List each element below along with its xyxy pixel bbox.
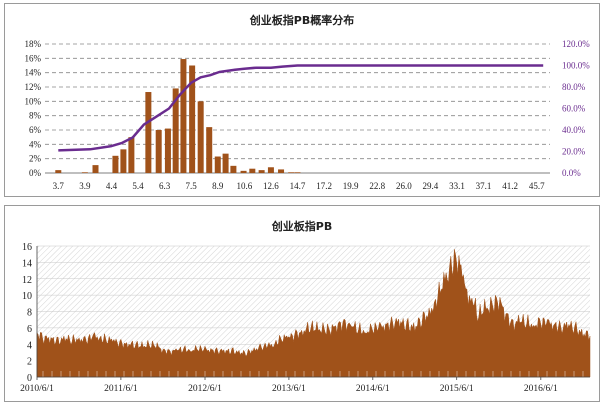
y-tick-label: 10 (22, 291, 32, 302)
y-tick-label: 14 (22, 258, 32, 269)
distribution-bar (206, 127, 213, 173)
x-tick-label: 29.4 (423, 181, 439, 191)
x-tick-label: 2012/6/1 (188, 384, 222, 394)
distribution-bar (81, 172, 88, 173)
y-left-tick-label: 6% (29, 125, 42, 135)
pb-distribution-plot: 0% 2% 4% 6% 8% 10% 12% 14% 16% 18% 0.0% 20.0% 40.0% 6… (25, 39, 591, 191)
y-tick-label: 0 (27, 373, 32, 384)
distribution-bar (258, 170, 265, 173)
y-tick-label: 8 (27, 308, 32, 319)
x-tick-label: 2015/6/1 (440, 384, 474, 394)
y-left-tick-label: 16% (25, 53, 42, 63)
y-right-tick-label: 60.0% (562, 104, 586, 114)
x-tick-label: 3.7 (53, 181, 65, 191)
distribution-bar (155, 130, 162, 173)
distribution-bar (197, 101, 204, 173)
y-left-tick-label: 18% (25, 39, 42, 49)
x-tick-label: 41.2 (502, 181, 518, 191)
distribution-bar (128, 137, 135, 173)
y-left-tick-label: 0% (29, 168, 42, 178)
y-left-tick-label: 4% (29, 139, 42, 149)
pb-distribution-chart: 创业板指PB概率分布 0% 2% 4% 6% 8% 10% 12% 14% 16% 18% 0.0%… (4, 3, 600, 197)
distribution-bar (267, 167, 274, 173)
x-tick-label: 10.6 (236, 181, 252, 191)
distribution-bar (222, 153, 229, 173)
x-tick-label: 6.3 (159, 181, 171, 191)
cumulative-line (58, 64, 544, 152)
pb-timeseries-chart: 创业板指PB 0 2 4 6 8 10 12 14 16 2010/6/1 2011/6/1 2012… (4, 205, 600, 402)
distribution-bar (164, 128, 171, 173)
y-left-tick-label: 12% (25, 82, 42, 92)
distribution-bar (249, 168, 256, 173)
x-tick-label: 22.8 (369, 181, 385, 191)
x-tick-label: 2013/6/1 (272, 384, 306, 394)
distribution-bar (294, 172, 301, 173)
x-tick-label: 19.9 (343, 181, 359, 191)
distribution-bar (112, 155, 119, 173)
distribution-bar (230, 165, 237, 173)
y-tick-label: 6 (27, 324, 32, 335)
y-right-tick-label: 80.0% (562, 82, 586, 92)
y-left-tick-label: 2% (29, 154, 42, 164)
distribution-bar (278, 169, 285, 173)
y-right-tick-label: 100.0% (562, 61, 590, 71)
y-right-tick-label: 20.0% (562, 147, 586, 157)
x-tick-label: 3.9 (79, 181, 91, 191)
distribution-bar (145, 92, 152, 173)
chart-title: 创业板指PB (271, 220, 333, 233)
x-tick-label: 45.7 (529, 181, 545, 191)
pb-area-series (36, 249, 591, 378)
y-right-tick-label: 120.0% (562, 39, 590, 49)
x-tick-label: 5.4 (132, 181, 144, 191)
x-tick-label: 14.7 (290, 181, 306, 191)
distribution-bar (172, 88, 179, 173)
y-left-tick-label: 8% (29, 111, 42, 121)
x-tick-label: 2011/6/1 (104, 384, 138, 394)
y-left-tick-label: 10% (25, 96, 42, 106)
x-tick-label: 17.2 (316, 181, 332, 191)
x-tick-label: 7.5 (186, 181, 198, 191)
y-tick-label: 2 (27, 357, 32, 368)
distribution-bar (180, 59, 187, 173)
x-tick-label: 33.1 (449, 181, 465, 191)
x-tick-label: 2014/6/1 (356, 384, 390, 394)
y-tick-label: 4 (27, 340, 32, 351)
x-tick-label: 2010/6/1 (20, 384, 54, 394)
x-tick-label: 2016/6/1 (524, 384, 558, 394)
distribution-bar (92, 165, 99, 173)
distribution-bar (55, 170, 62, 173)
y-right-tick-label: 40.0% (562, 125, 586, 135)
distribution-bar (120, 149, 127, 173)
distribution-bar (189, 65, 196, 173)
y-tick-label: 12 (22, 275, 32, 286)
y-right-tick-label: 0.0% (562, 168, 581, 178)
y-left-tick-label: 14% (25, 68, 42, 78)
y-tick-label: 16 (22, 242, 32, 253)
x-tick-label: 4.4 (106, 181, 118, 191)
x-tick-label: 37.1 (476, 181, 492, 191)
chart-title: 创业板指PB概率分布 (249, 14, 355, 27)
pb-timeseries-plot: 0 2 4 6 8 10 12 14 16 2010/6/1 2011/6/1 2012/6/1 201… (20, 242, 591, 394)
distribution-bar (288, 172, 295, 173)
x-tick-label: 26.0 (396, 181, 412, 191)
distribution-bar (240, 170, 247, 173)
distribution-bar (214, 156, 221, 173)
x-tick-label: 8.9 (212, 181, 224, 191)
x-tick-label: 12.6 (263, 181, 279, 191)
